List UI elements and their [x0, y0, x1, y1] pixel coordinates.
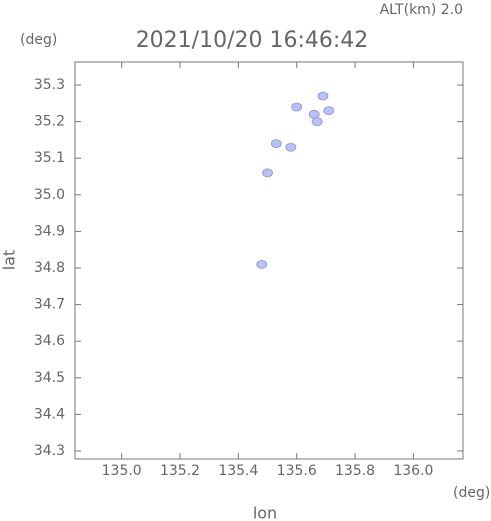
chart-subtitle: ALT(km) 2.0: [380, 2, 463, 18]
y-tick-label: 34.4: [34, 406, 65, 422]
x-tick-label: 135.0: [102, 463, 142, 479]
y-tick-label: 35.3: [34, 77, 65, 93]
y-tick-label: 34.5: [34, 370, 65, 386]
echo-point: [270, 139, 282, 148]
x-tick-label: 135.4: [218, 463, 258, 479]
y-tick-label: 35.2: [34, 114, 65, 130]
x-tick-label: 135.8: [335, 463, 375, 479]
y-tick-label: 35.0: [34, 187, 65, 203]
echo-point: [311, 117, 323, 127]
y-tick-label: 34.9: [34, 223, 65, 239]
y-tick-label: 34.8: [34, 260, 65, 276]
y-axis-label: lat: [0, 250, 19, 271]
x-axis-label: lon: [253, 504, 277, 521]
echo-point: [291, 102, 303, 112]
x-tick-label: 135.6: [277, 463, 317, 479]
plot-frame: [74, 61, 464, 460]
echo-point: [285, 142, 297, 152]
y-tick-label: 34.6: [34, 333, 65, 349]
echo-point: [317, 91, 329, 101]
y-tick-label: 35.1: [34, 150, 65, 166]
echo-point: [323, 106, 335, 116]
y-tick-label: 34.3: [34, 443, 65, 459]
x-tick-label: 136.0: [393, 463, 433, 479]
x-unit: (deg): [453, 485, 490, 501]
echo-point: [308, 109, 320, 119]
y-unit: (deg): [20, 32, 57, 48]
chart-title: 2021/10/20 16:46:42: [136, 28, 369, 53]
echo-point: [256, 259, 268, 269]
x-tick-label: 135.2: [160, 463, 200, 479]
echo-point: [262, 168, 273, 178]
y-tick-label: 34.7: [34, 297, 65, 313]
